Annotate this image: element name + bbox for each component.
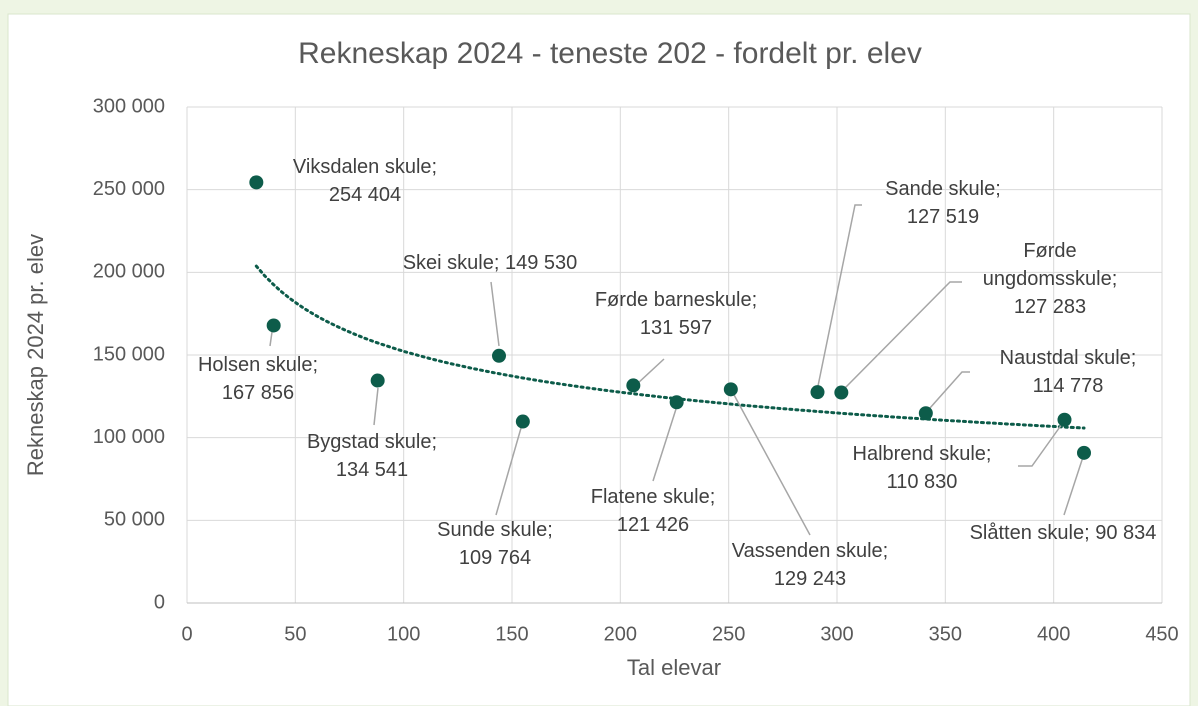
x-tick-label: 350	[929, 623, 962, 645]
leader-line	[495, 427, 522, 516]
point	[249, 175, 264, 190]
point	[515, 414, 530, 429]
point	[810, 385, 825, 400]
x-tick-label: 150	[495, 623, 528, 645]
x-tick-label: 50	[284, 623, 306, 645]
leader-line	[1018, 423, 1063, 467]
data-label: Sande skule; 127 519	[885, 178, 1001, 228]
y-tick-label: 150 000	[93, 343, 165, 365]
point	[492, 348, 506, 363]
y-axis-title: Rekneskap 2024 pr. elev	[23, 234, 48, 476]
leader-line	[732, 392, 811, 536]
leader-line	[1063, 456, 1084, 516]
point	[669, 395, 684, 410]
data-label-line: Førde barneskule;	[595, 289, 757, 311]
y-tick-label: 250 000	[93, 178, 165, 200]
data-label: Sunde skule; 109 764	[437, 519, 553, 569]
data-label-line: 254 404	[329, 184, 401, 206]
point	[723, 382, 738, 397]
chart-title: Rekneskap 2024 - teneste 202 - fordelt p…	[298, 37, 922, 70]
chart-area	[7, 13, 1191, 706]
data-label-line: Sande skule;	[885, 178, 1001, 200]
leader-line	[269, 331, 273, 347]
data-label-line: Sunde skule;	[437, 519, 553, 541]
data-label-line: 167 856	[222, 382, 294, 404]
data-label-line: Skei skule; 149 530	[403, 252, 578, 274]
y-tick-label: 0	[154, 591, 165, 613]
point	[370, 373, 385, 388]
data-label: Naustdal skule; 114 778	[1000, 347, 1137, 397]
data-label-line: Viksdalen skule;	[293, 156, 437, 178]
data-label: Flatene skule; 121 426	[591, 486, 716, 536]
data-label-line: 127 283	[1014, 296, 1086, 318]
data-label: Skei skule; 149 530	[403, 252, 578, 274]
point	[834, 385, 849, 400]
y-tick-label: 100 000	[93, 426, 165, 448]
x-tick-label: 200	[604, 623, 637, 645]
x-tick-label: 400	[1037, 623, 1070, 645]
data-label: Holsen skule; 167 856	[198, 354, 318, 404]
data-label-line: 121 426	[617, 514, 689, 536]
data-label: Viksdalen skule; 254 404	[293, 156, 437, 206]
data-label: Vassenden skule; 129 243	[732, 540, 888, 590]
data-label: Bygstad skule; 134 541	[307, 431, 437, 481]
data-label-line: 131 597	[640, 317, 712, 339]
y-tick-label: 50 000	[104, 509, 165, 531]
data-label: Halbrend skule; 110 830	[853, 443, 992, 493]
x-tick-label: 450	[1145, 623, 1178, 645]
data-label-line: 134 541	[336, 459, 408, 481]
leader-line	[652, 408, 677, 482]
x-tick-label: 300	[820, 623, 853, 645]
data-label-line: 114 778	[1033, 375, 1104, 397]
y-tick-label: 200 000	[93, 261, 165, 283]
leader-line	[817, 204, 862, 387]
x-axis-title: Tal elevar	[627, 655, 721, 680]
data-label-line: Naustdal skule;	[1000, 347, 1137, 369]
x-tick-label: 100	[387, 623, 420, 645]
data-label-line: 110 830	[887, 471, 958, 493]
leader-line	[490, 281, 500, 347]
trendline	[254, 264, 1086, 430]
data-label: Førde barneskule; 131 597	[595, 289, 757, 339]
y-tick-label: 300 000	[93, 95, 165, 117]
data-label: Slåtten skule; 90 834	[970, 522, 1157, 544]
data-label-line: Flatene skule;	[591, 486, 716, 508]
data-label-line: Slåtten skule; 90 834	[970, 522, 1157, 544]
point	[1077, 445, 1091, 460]
x-tick-label: 250	[712, 623, 745, 645]
leader-line	[636, 358, 665, 385]
data-label-line: 129 243	[774, 568, 846, 590]
data-label-line: Halbrend skule;	[853, 443, 992, 465]
data-label-line: ungdomsskule;	[983, 268, 1118, 290]
data-label-line: Bygstad skule;	[307, 431, 437, 453]
data-label-line: 127 519	[907, 206, 979, 228]
data-label-line: Førde	[1023, 240, 1076, 262]
leader-line	[844, 281, 962, 389]
point	[918, 406, 933, 421]
point	[1057, 412, 1072, 427]
data-label-line: Vassenden skule;	[732, 540, 888, 562]
point	[266, 318, 281, 333]
data-label-line: Holsen skule;	[198, 354, 318, 376]
leader-line	[373, 387, 379, 426]
data-label-line: 109 764	[459, 547, 531, 569]
point	[626, 378, 641, 393]
data-label: Førde ungdomsskule; 127 283	[983, 240, 1118, 318]
leader-line	[929, 371, 970, 409]
x-tick-label: 0	[181, 623, 192, 645]
